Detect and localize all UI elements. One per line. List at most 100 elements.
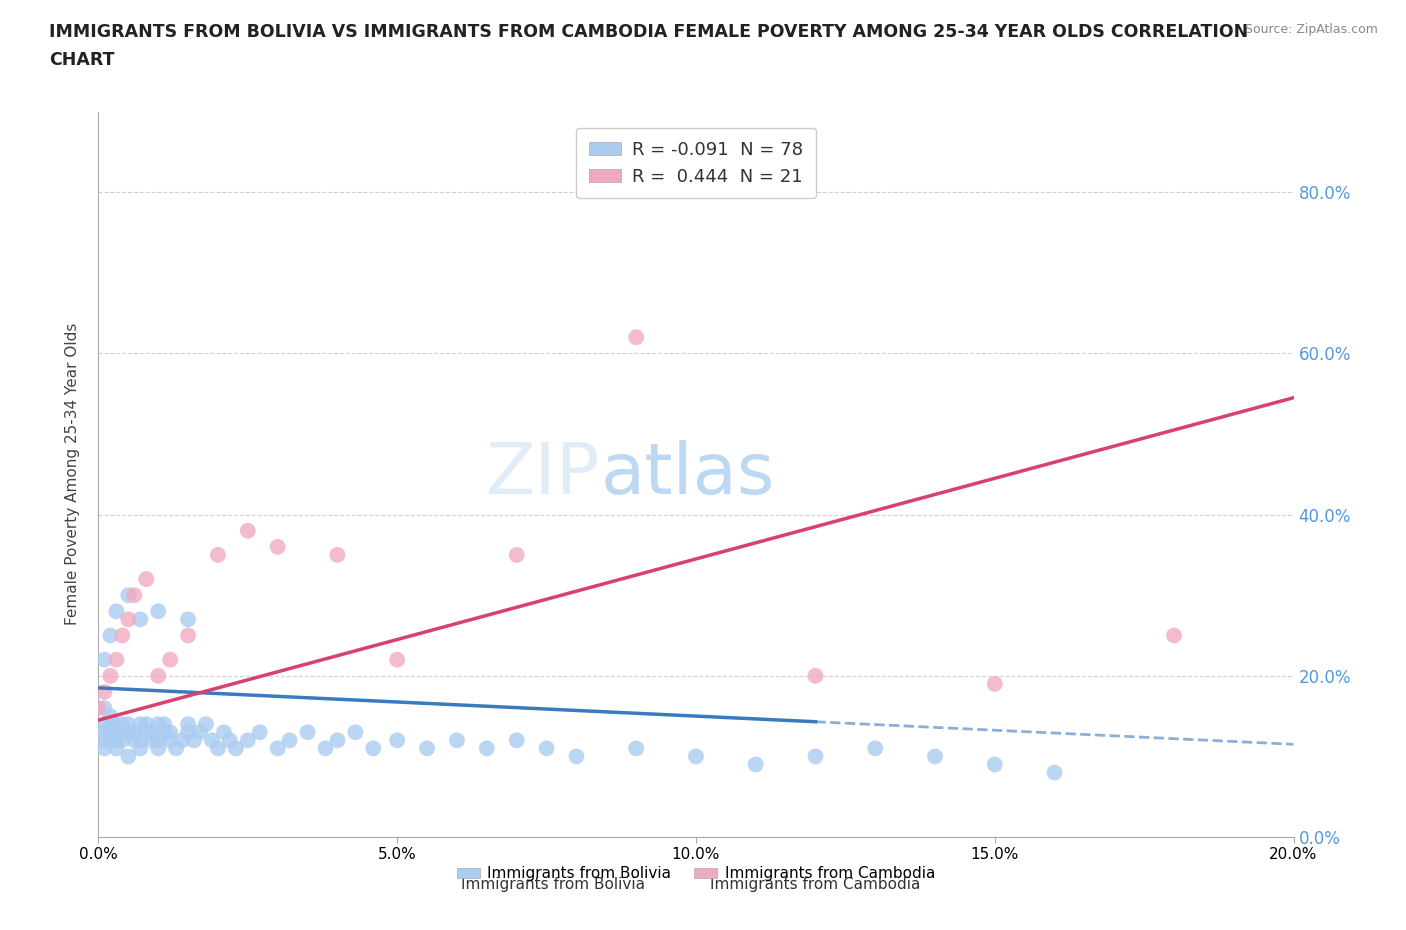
Point bbox=[124, 724, 146, 739]
Point bbox=[87, 700, 110, 715]
Point bbox=[129, 741, 152, 756]
Point bbox=[148, 717, 170, 732]
Point bbox=[165, 741, 187, 756]
Point bbox=[363, 741, 385, 756]
Point bbox=[98, 669, 122, 684]
Text: ZIP: ZIP bbox=[486, 440, 600, 509]
Point bbox=[924, 749, 946, 764]
Point bbox=[984, 676, 1007, 691]
Point bbox=[236, 524, 259, 538]
Point bbox=[93, 684, 115, 699]
Point bbox=[105, 733, 128, 748]
Point bbox=[105, 652, 128, 667]
Point bbox=[172, 733, 194, 748]
Point bbox=[183, 733, 205, 748]
Point bbox=[416, 741, 439, 756]
Point bbox=[148, 604, 170, 618]
Point bbox=[201, 733, 224, 748]
Point bbox=[98, 717, 122, 732]
Point bbox=[385, 652, 409, 667]
Point bbox=[148, 741, 170, 756]
Point bbox=[326, 548, 349, 563]
Text: Immigrants from Cambodia: Immigrants from Cambodia bbox=[710, 877, 921, 892]
Point bbox=[1163, 628, 1185, 643]
Point bbox=[105, 724, 128, 739]
Point bbox=[219, 733, 242, 748]
Point bbox=[141, 724, 163, 739]
Point bbox=[111, 628, 134, 643]
Point bbox=[117, 717, 139, 732]
Point bbox=[129, 733, 152, 748]
Point bbox=[93, 700, 115, 715]
Point bbox=[225, 741, 247, 756]
Point bbox=[129, 717, 152, 732]
Point bbox=[297, 724, 319, 739]
Point bbox=[685, 749, 707, 764]
Point bbox=[124, 733, 146, 748]
Point bbox=[93, 717, 115, 732]
Point bbox=[267, 539, 290, 554]
Point bbox=[159, 733, 181, 748]
Point bbox=[105, 717, 128, 732]
Point bbox=[207, 548, 229, 563]
Point bbox=[98, 628, 122, 643]
Point bbox=[98, 709, 122, 724]
Point bbox=[117, 612, 139, 627]
Point bbox=[111, 733, 134, 748]
Point bbox=[446, 733, 468, 748]
Point bbox=[177, 724, 200, 739]
Point bbox=[153, 724, 176, 739]
Text: Source: ZipAtlas.com: Source: ZipAtlas.com bbox=[1244, 23, 1378, 36]
Point bbox=[148, 733, 170, 748]
Point bbox=[93, 741, 115, 756]
Point bbox=[267, 741, 290, 756]
Point bbox=[315, 741, 337, 756]
Point bbox=[984, 757, 1007, 772]
Point bbox=[536, 741, 558, 756]
Point bbox=[626, 330, 648, 345]
Point bbox=[865, 741, 887, 756]
Point bbox=[236, 733, 259, 748]
Point bbox=[98, 724, 122, 739]
Point bbox=[105, 604, 128, 618]
Legend: Immigrants from Bolivia, Immigrants from Cambodia: Immigrants from Bolivia, Immigrants from… bbox=[451, 860, 941, 887]
Point bbox=[804, 749, 827, 764]
Text: IMMIGRANTS FROM BOLIVIA VS IMMIGRANTS FROM CAMBODIA FEMALE POVERTY AMONG 25-34 Y: IMMIGRANTS FROM BOLIVIA VS IMMIGRANTS FR… bbox=[49, 23, 1249, 41]
Point bbox=[153, 717, 176, 732]
Point bbox=[212, 724, 235, 739]
Point bbox=[111, 724, 134, 739]
Point bbox=[87, 724, 110, 739]
Point bbox=[745, 757, 768, 772]
Point bbox=[148, 669, 170, 684]
Point bbox=[177, 717, 200, 732]
Point bbox=[159, 724, 181, 739]
Point bbox=[177, 628, 200, 643]
Point bbox=[93, 652, 115, 667]
Point bbox=[177, 612, 200, 627]
Point bbox=[135, 724, 157, 739]
Point bbox=[506, 548, 529, 563]
Text: CHART: CHART bbox=[49, 51, 115, 69]
Point bbox=[124, 588, 146, 603]
Point bbox=[1043, 765, 1066, 780]
Point bbox=[98, 733, 122, 748]
Point bbox=[626, 741, 648, 756]
Y-axis label: Female Poverty Among 25-34 Year Olds: Female Poverty Among 25-34 Year Olds bbox=[65, 323, 80, 626]
Point bbox=[141, 733, 163, 748]
Point bbox=[117, 749, 139, 764]
Point bbox=[278, 733, 301, 748]
Point bbox=[117, 588, 139, 603]
Point bbox=[159, 652, 181, 667]
Point bbox=[804, 669, 827, 684]
Point bbox=[135, 572, 157, 587]
Point bbox=[93, 733, 115, 748]
Point bbox=[385, 733, 409, 748]
Point bbox=[344, 724, 367, 739]
Point bbox=[188, 724, 211, 739]
Point bbox=[129, 612, 152, 627]
Point bbox=[249, 724, 271, 739]
Point bbox=[475, 741, 498, 756]
Point bbox=[506, 733, 529, 748]
Text: Immigrants from Bolivia: Immigrants from Bolivia bbox=[461, 877, 644, 892]
Point bbox=[195, 717, 218, 732]
